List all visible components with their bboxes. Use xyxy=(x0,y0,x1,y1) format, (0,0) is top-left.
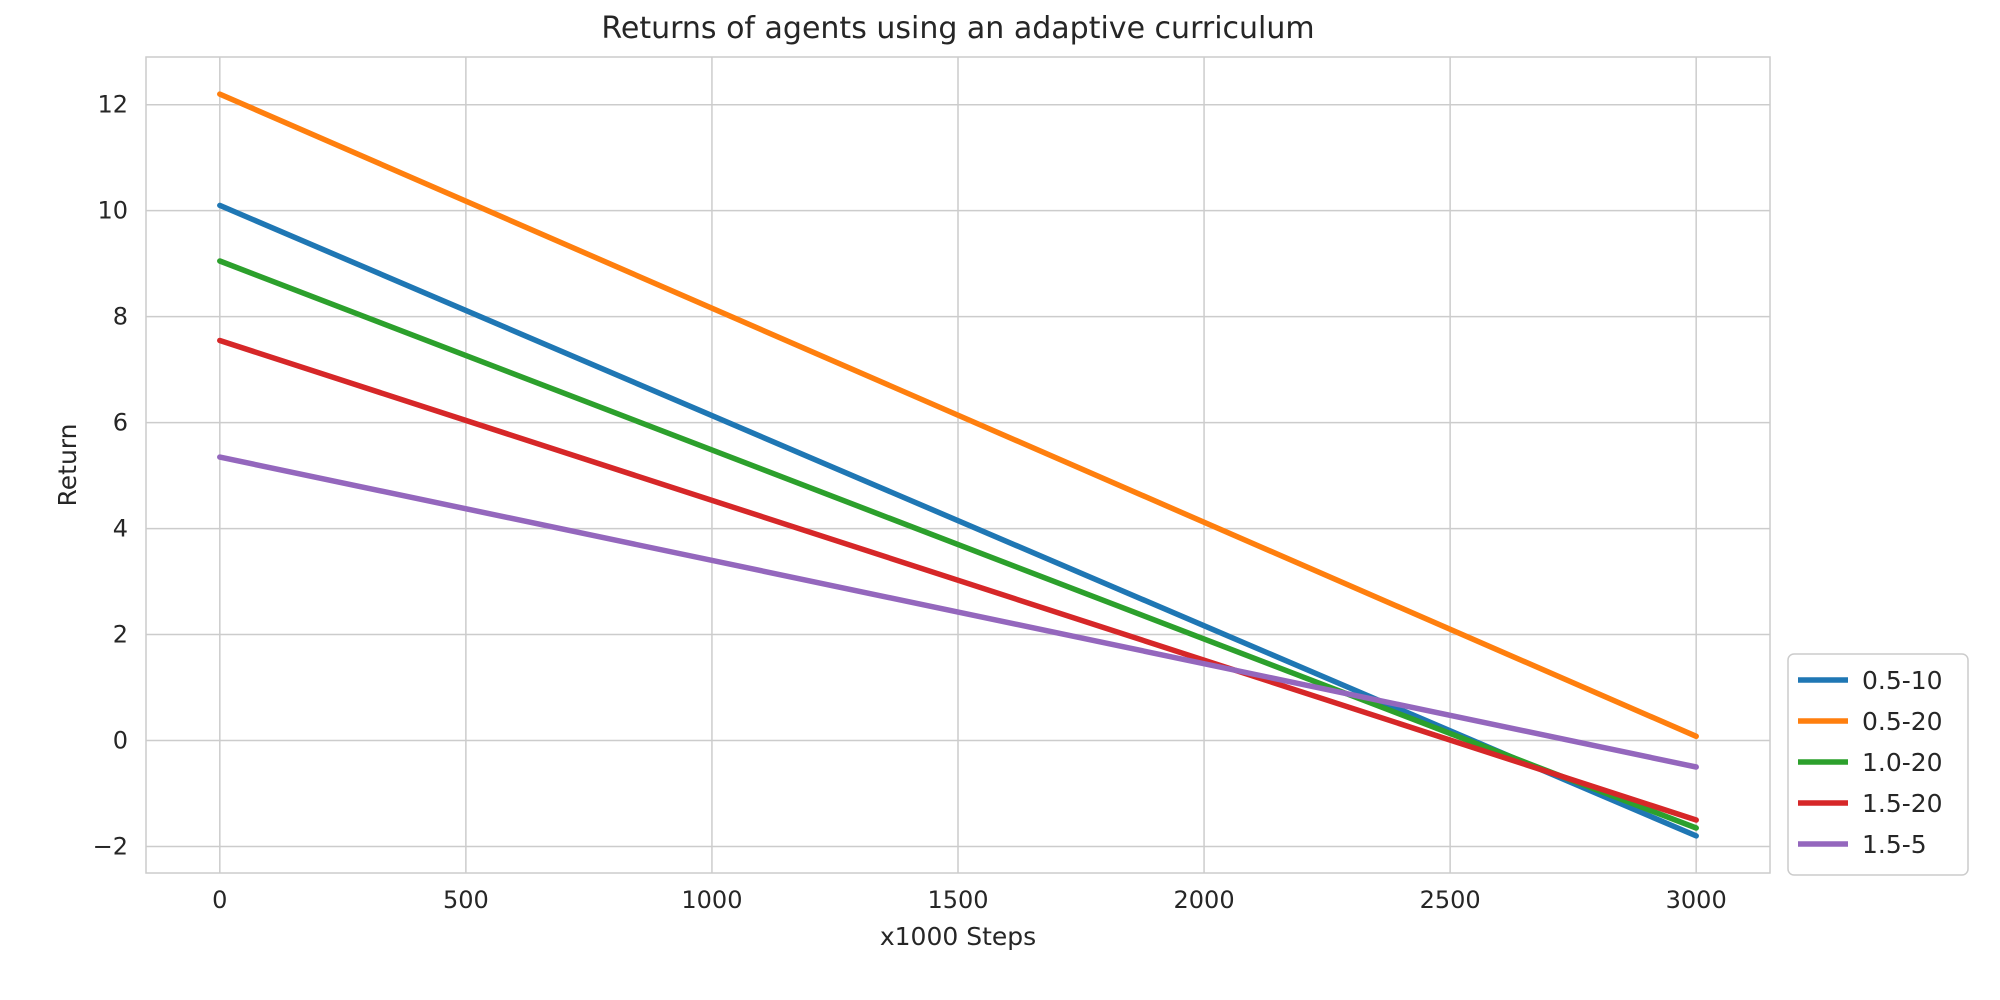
series-line-1.5-5 xyxy=(217,454,1699,770)
legend-label: 0.5-10 xyxy=(1862,666,1943,695)
y-tick-label: 4 xyxy=(113,515,128,543)
x-tick-label: 1500 xyxy=(927,886,988,914)
y-tick-label: 8 xyxy=(113,303,128,331)
legend-label: 0.5-20 xyxy=(1862,707,1943,736)
y-tick-label: −2 xyxy=(93,833,128,861)
x-tick-label: 1000 xyxy=(681,886,742,914)
legend: 0.5-10 0.5-20 1.0-20 1.5-20 1.5-5 xyxy=(1787,653,1969,876)
y-tick-label: 2 xyxy=(113,621,128,649)
series-line-1.0-20 xyxy=(217,258,1699,831)
x-tick-label: 3000 xyxy=(1666,886,1727,914)
series-line-0.5-20 xyxy=(217,91,1699,740)
x-tick-label: 500 xyxy=(443,886,489,914)
x-axis-label: x1000 Steps xyxy=(880,922,1036,951)
series-line-1.5-20 xyxy=(217,337,1699,823)
series-lines xyxy=(217,91,1699,839)
x-tick-label: 0 xyxy=(212,886,227,914)
y-tick-label: 12 xyxy=(97,91,128,119)
legend-label: 1.5-5 xyxy=(1862,830,1927,859)
grid-lines xyxy=(146,57,1770,873)
y-axis-label: Return xyxy=(53,424,82,507)
legend-box xyxy=(1787,653,1969,876)
plot-frame xyxy=(145,56,1771,874)
y-tick-label: 0 xyxy=(113,727,128,755)
legend-label: 1.5-20 xyxy=(1862,789,1943,818)
y-tick-label: 10 xyxy=(97,197,128,225)
legend-label: 1.0-20 xyxy=(1862,748,1943,777)
x-tick-label: 2000 xyxy=(1174,886,1235,914)
chart-title: Returns of agents using an adaptive curr… xyxy=(601,11,1314,46)
tick-labels: 0 500 1000 1500 2000 2500 3000 −2 0 2 4 6 8 10 12 xyxy=(93,91,1727,914)
x-tick-label: 2500 xyxy=(1420,886,1481,914)
y-tick-label: 6 xyxy=(113,409,128,437)
